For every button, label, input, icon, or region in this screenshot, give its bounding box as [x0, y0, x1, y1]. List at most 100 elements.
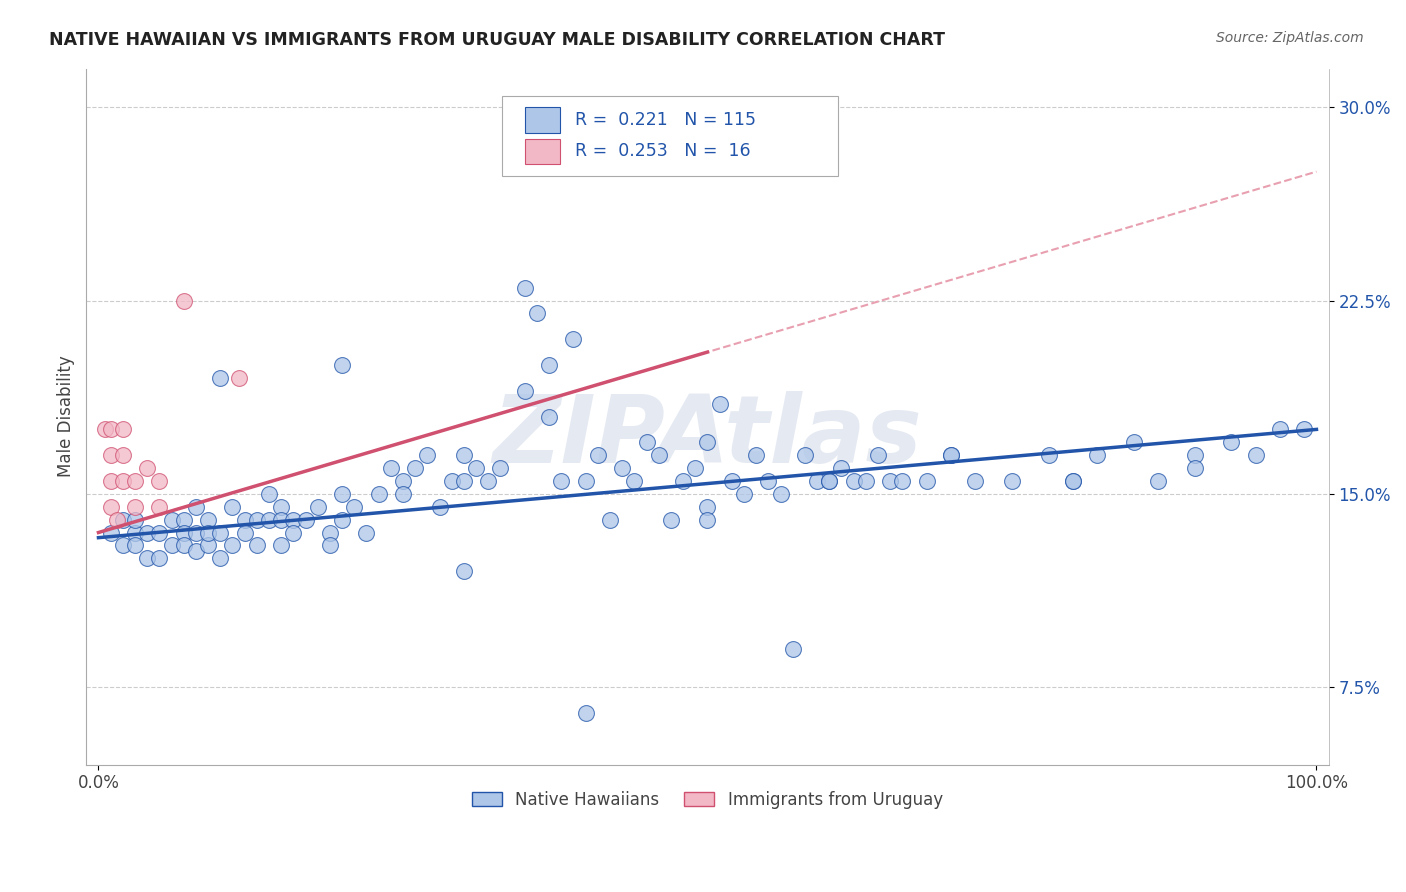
Point	[659, 513, 682, 527]
Point	[1294, 422, 1316, 436]
Point	[550, 474, 572, 488]
Point	[283, 525, 305, 540]
Point	[685, 461, 707, 475]
Point	[453, 474, 475, 488]
Point	[184, 500, 207, 514]
Point	[173, 538, 195, 552]
Point	[100, 525, 122, 540]
Point	[538, 409, 561, 424]
Point	[173, 513, 195, 527]
Point	[1122, 435, 1144, 450]
Point	[575, 474, 598, 488]
Point	[769, 487, 792, 501]
Point	[575, 706, 598, 720]
Point	[782, 641, 804, 656]
Point	[636, 435, 658, 450]
Point	[367, 487, 389, 501]
Point	[111, 422, 134, 436]
Point	[855, 474, 877, 488]
Point	[100, 422, 122, 436]
Point	[111, 513, 134, 527]
Point	[818, 474, 841, 488]
Point	[1062, 474, 1084, 488]
Point	[745, 448, 768, 462]
Point	[696, 435, 718, 450]
Point	[392, 487, 415, 501]
Point	[672, 474, 695, 488]
Point	[148, 500, 170, 514]
Point	[429, 500, 451, 514]
FancyBboxPatch shape	[502, 96, 838, 177]
Point	[209, 525, 232, 540]
Point	[233, 513, 256, 527]
Point	[270, 513, 292, 527]
Point	[818, 474, 841, 488]
Point	[330, 487, 353, 501]
Point	[696, 513, 718, 527]
Point	[965, 474, 987, 488]
Point	[246, 538, 269, 552]
Y-axis label: Male Disability: Male Disability	[58, 356, 75, 477]
Point	[623, 474, 645, 488]
Text: Source: ZipAtlas.com: Source: ZipAtlas.com	[1216, 31, 1364, 45]
Point	[270, 500, 292, 514]
Point	[830, 461, 852, 475]
Text: ZIPAtlas: ZIPAtlas	[492, 392, 922, 483]
Point	[100, 474, 122, 488]
Point	[599, 513, 621, 527]
Point	[270, 538, 292, 552]
Text: R =  0.253   N =  16: R = 0.253 N = 16	[575, 142, 751, 161]
Point	[124, 513, 146, 527]
Point	[1244, 448, 1267, 462]
Point	[1038, 448, 1060, 462]
Point	[100, 448, 122, 462]
Point	[233, 525, 256, 540]
Point	[124, 538, 146, 552]
Point	[136, 551, 159, 566]
Point	[124, 500, 146, 514]
Point	[221, 500, 243, 514]
Point	[1220, 435, 1243, 450]
Point	[756, 474, 779, 488]
Point	[330, 358, 353, 372]
Point	[380, 461, 402, 475]
Point	[696, 500, 718, 514]
Point	[453, 564, 475, 578]
Point	[513, 280, 536, 294]
Point	[160, 513, 183, 527]
Point	[842, 474, 865, 488]
Point	[319, 538, 342, 552]
Point	[392, 474, 415, 488]
Point	[562, 332, 585, 346]
Point	[513, 384, 536, 398]
Point	[197, 525, 219, 540]
Point	[1184, 461, 1206, 475]
Point	[1001, 474, 1024, 488]
Point	[307, 500, 329, 514]
Point	[709, 396, 731, 410]
Point	[416, 448, 439, 462]
Text: R =  0.221   N = 115: R = 0.221 N = 115	[575, 111, 755, 128]
Point	[806, 474, 828, 488]
Point	[612, 461, 634, 475]
Point	[453, 448, 475, 462]
Point	[257, 513, 280, 527]
Point	[1268, 422, 1291, 436]
Point	[148, 525, 170, 540]
Point	[124, 525, 146, 540]
Point	[404, 461, 426, 475]
Point	[939, 448, 962, 462]
FancyBboxPatch shape	[524, 107, 560, 133]
Point	[148, 551, 170, 566]
Point	[866, 448, 889, 462]
Point	[93, 422, 115, 436]
Point	[721, 474, 744, 488]
Point	[733, 487, 755, 501]
Point	[330, 513, 353, 527]
Point	[1062, 474, 1084, 488]
Point	[793, 448, 815, 462]
Point	[356, 525, 378, 540]
Point	[209, 551, 232, 566]
Point	[100, 500, 122, 514]
Point	[173, 525, 195, 540]
